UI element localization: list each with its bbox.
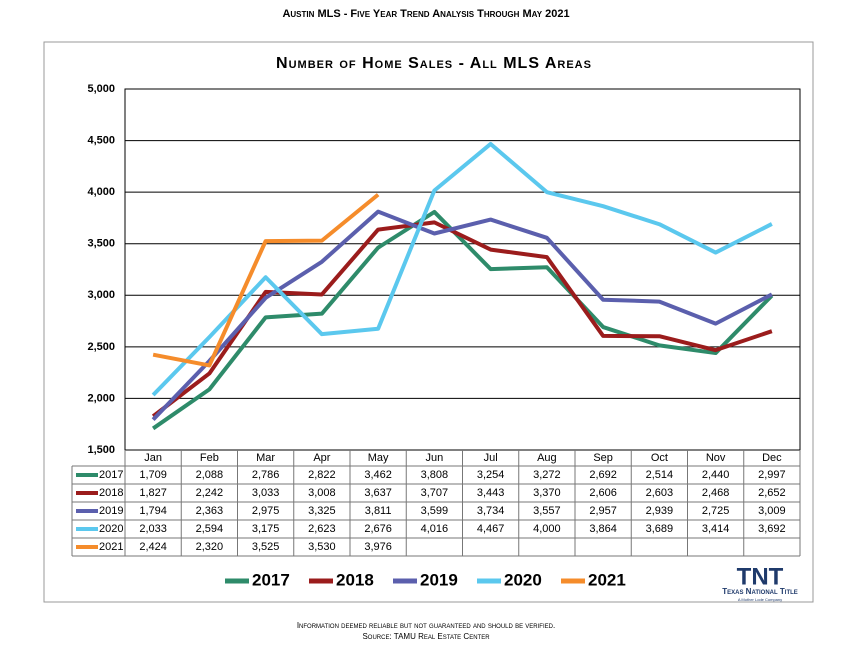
- y-tick-label: 3,500: [87, 238, 115, 250]
- table-cell: 1,827: [139, 487, 167, 499]
- y-tick-label: 4,500: [87, 134, 115, 146]
- table-cell: 3,175: [252, 523, 280, 535]
- x-tick-label: Jan: [144, 452, 162, 464]
- y-tick-label: 1,500: [87, 444, 115, 456]
- table-cell: 2,320: [196, 541, 224, 553]
- table-cell: 2,440: [702, 469, 730, 481]
- table-cell: 3,008: [308, 487, 336, 499]
- series-line: [151, 209, 774, 431]
- table-cell: 3,599: [421, 505, 449, 517]
- table-cell: 4,467: [477, 523, 505, 535]
- series-line: [152, 193, 380, 368]
- table-cell: 3,009: [758, 505, 786, 517]
- x-tick-label: Aug: [537, 452, 557, 464]
- table-cell: 3,734: [477, 505, 505, 517]
- table-cell: 3,692: [758, 523, 786, 535]
- table-cell: 3,254: [477, 469, 505, 481]
- table-cell: 2,997: [758, 469, 786, 481]
- y-tick-label: 2,000: [87, 392, 115, 404]
- table-cell: 3,637: [364, 487, 392, 499]
- y-tick-label: 5,000: [87, 83, 115, 95]
- table-cell: 3,864: [589, 523, 617, 535]
- footer-note: Information deemed reliable but not guar…: [297, 621, 555, 630]
- table-cell: 2,363: [196, 505, 224, 517]
- table-cell: 2,468: [702, 487, 730, 499]
- table-cell: 3,808: [421, 469, 449, 481]
- table-cell: 1,709: [139, 469, 167, 481]
- table-cell: 3,557: [533, 505, 561, 517]
- table-cell: 2,603: [646, 487, 674, 499]
- table-cell: 3,525: [252, 541, 280, 553]
- x-tick-label: Jun: [426, 452, 444, 464]
- table-cell: 2,242: [196, 487, 224, 499]
- table-cell: 2,594: [196, 523, 224, 535]
- table-cell: 2,975: [252, 505, 280, 517]
- table-cell: 2,424: [139, 541, 167, 553]
- table-cell: 3,976: [364, 541, 392, 553]
- table-cell: 3,689: [646, 523, 674, 535]
- chart-title: Number of Home Sales - All MLS Areas: [276, 55, 592, 72]
- legend-label: 2021: [588, 570, 626, 589]
- table-cell: 2,957: [589, 505, 617, 517]
- x-tick-label: Apr: [313, 452, 330, 464]
- legend-label: 2020: [504, 570, 542, 589]
- table-cell: 2,692: [589, 469, 617, 481]
- table-cell: 3,414: [702, 523, 730, 535]
- legend-label: 2019: [420, 570, 458, 589]
- logo-name: Texas National Title: [722, 587, 798, 596]
- table-cell: 2,676: [364, 523, 392, 535]
- table-row-label: 2020: [99, 523, 123, 535]
- table-cell: 3,530: [308, 541, 336, 553]
- series-line: [151, 209, 773, 422]
- legend-label: 2018: [336, 570, 374, 589]
- table-cell: 3,033: [252, 487, 280, 499]
- table-cell: 2,623: [308, 523, 336, 535]
- table-cell: 3,443: [477, 487, 505, 499]
- table-cell: 2,786: [252, 469, 280, 481]
- plot-border: [124, 88, 801, 451]
- footer-source: Source: TAMU Real Estate Center: [362, 632, 490, 641]
- table-cell: 2,652: [758, 487, 786, 499]
- logo-mark: TNT: [737, 563, 784, 590]
- table-cell: 1,794: [139, 505, 167, 517]
- table-cell: 3,272: [533, 469, 561, 481]
- table-cell: 2,822: [308, 469, 336, 481]
- y-tick-label: 3,000: [87, 289, 115, 301]
- x-tick-label: Sep: [593, 452, 613, 464]
- table-cell: 4,000: [533, 523, 561, 535]
- table-row-label: 2018: [99, 487, 123, 499]
- x-tick-label: Jul: [484, 452, 498, 464]
- table-cell: 3,325: [308, 505, 336, 517]
- table-cell: 4,016: [421, 523, 449, 535]
- table-cell: 2,606: [589, 487, 617, 499]
- x-tick-label: May: [368, 452, 389, 464]
- legend-label: 2017: [252, 570, 290, 589]
- y-tick-label: 4,000: [87, 186, 115, 198]
- x-tick-label: Mar: [256, 452, 275, 464]
- chart-frame: [43, 41, 814, 603]
- x-tick-label: Oct: [651, 452, 668, 464]
- page-header: Austin MLS - Five Year Trend Analysis Th…: [282, 8, 569, 20]
- table-cell: 3,811: [365, 505, 392, 517]
- table-cell: 3,462: [364, 469, 392, 481]
- table-cell: 2,725: [702, 505, 730, 517]
- table-cell: 3,370: [533, 487, 561, 499]
- table-cell: 2,514: [646, 469, 674, 481]
- x-tick-label: Feb: [200, 452, 219, 464]
- table-row-label: 2019: [99, 505, 123, 517]
- y-tick-label: 2,500: [87, 341, 115, 353]
- logo-tagline: A Mother Lode Company: [738, 597, 782, 602]
- table-cell: 2,939: [646, 505, 674, 517]
- table-row-label: 2017: [99, 469, 123, 481]
- series-line: [151, 141, 773, 397]
- table-cell: 2,088: [196, 469, 224, 481]
- table-cell: 2,033: [139, 523, 167, 535]
- x-tick-label: Dec: [762, 452, 782, 464]
- x-tick-label: Nov: [706, 452, 726, 464]
- table-cell: 3,707: [421, 487, 449, 499]
- table-row-label: 2021: [99, 541, 123, 553]
